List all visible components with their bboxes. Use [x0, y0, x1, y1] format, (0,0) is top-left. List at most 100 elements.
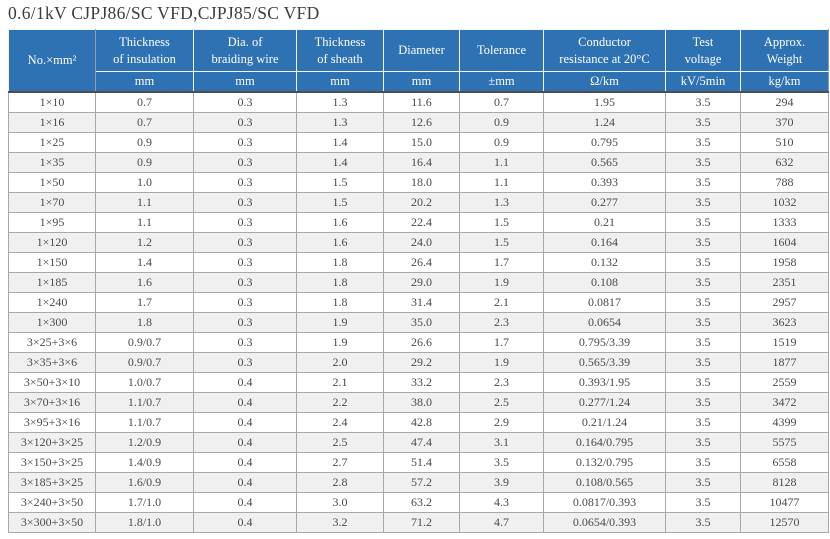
- table-cell: 3.0: [296, 492, 384, 513]
- unit-tolerance: ±mm: [459, 71, 544, 93]
- table-cell: 1.4: [296, 132, 384, 153]
- table-cell: 1×70: [8, 192, 96, 213]
- table-cell: 1.24: [543, 112, 666, 133]
- column-header-conductor-resistance: Conductor resistance at 20°C: [543, 29, 666, 72]
- table-cell: 15.0: [383, 132, 460, 153]
- table-cell: 0.277/1.24: [543, 392, 666, 413]
- table-cell: 0.393/1.95: [543, 372, 666, 393]
- table-cell: 1.7: [459, 252, 544, 273]
- table-cell: 51.4: [383, 452, 460, 473]
- table-cell: 0.21/1.24: [543, 412, 666, 433]
- table-cell: 0.3: [193, 292, 297, 313]
- table-cell: 1.5: [296, 172, 384, 193]
- table-cell: 1.5: [459, 212, 544, 233]
- table-cell: 1.2: [95, 232, 194, 253]
- table-cell: 3.5: [459, 452, 544, 473]
- table-cell: 63.2: [383, 492, 460, 513]
- table-cell: 0.9/0.7: [95, 332, 194, 353]
- table-cell: 12570: [740, 512, 829, 533]
- table-cell: 3×25+3×6: [8, 332, 96, 353]
- table-cell: 0.9: [459, 132, 544, 153]
- table-cell: 294: [740, 91, 829, 113]
- table-row: 1×25 0.9 0.3 1.4 15.0 0.9 0.795 3.5 510: [8, 132, 829, 153]
- table-header: No.×mm² Thickness of insulation Dia. of …: [8, 29, 829, 93]
- table-cell: 0.795/3.39: [543, 332, 666, 353]
- table-cell: 24.0: [383, 232, 460, 253]
- table-row: 3×300+3×50 1.8/1.0 0.4 3.2 71.2 4.7 0.0654/0.3…: [8, 512, 829, 533]
- table-cell: 1.7: [95, 292, 194, 313]
- table-row: 3×150+3×25 1.4/0.9 0.4 2.7 51.4 3.5 0.132/0.79…: [8, 452, 829, 473]
- table-body: 1×10 0.7 0.3 1.3 11.6 0.7 1.95 3.5 294 1×16 0.7 0.3…: [8, 91, 829, 533]
- table-cell: 12.6: [383, 112, 460, 133]
- table-row: 3×50+3×10 1.0/0.7 0.4 2.1 33.2 2.3 0.393/1.95 3…: [8, 372, 829, 393]
- table-cell: 1877: [740, 352, 829, 373]
- column-header-tolerance: Tolerance: [459, 29, 544, 72]
- table-cell: 1×50: [8, 172, 96, 193]
- table-cell: 0.164: [543, 232, 666, 253]
- table-cell: 26.4: [383, 252, 460, 273]
- table-cell: 1.9: [296, 312, 384, 333]
- column-header-size: No.×mm²: [8, 29, 96, 93]
- table-cell: 0.4: [193, 412, 297, 433]
- table-cell: 3.5: [665, 492, 741, 513]
- table-cell: 1.1/0.7: [95, 412, 194, 433]
- table-cell: 0.565/3.39: [543, 352, 666, 373]
- table-cell: 0.4: [193, 492, 297, 513]
- table-cell: 29.2: [383, 352, 460, 373]
- table-cell: 1.9: [459, 352, 544, 373]
- table-cell: 0.3: [193, 91, 297, 113]
- table-cell: 3.5: [665, 432, 741, 453]
- column-header-sheath-thickness: Thickness of sheath: [296, 29, 384, 72]
- unit-sheath: mm: [296, 71, 384, 93]
- table-cell: 3.5: [665, 212, 741, 233]
- table-cell: 2.1: [296, 372, 384, 393]
- table-cell: 4399: [740, 412, 829, 433]
- table-cell: 11.6: [383, 91, 460, 113]
- table-cell: 33.2: [383, 372, 460, 393]
- table-cell: 20.2: [383, 192, 460, 213]
- table-cell: 1×16: [8, 112, 96, 133]
- table-cell: 1032: [740, 192, 829, 213]
- table-cell: 3623: [740, 312, 829, 333]
- table-cell: 2.0: [296, 352, 384, 373]
- table-cell: 1×35: [8, 152, 96, 173]
- table-cell: 0.108/0.565: [543, 472, 666, 493]
- unit-diameter: mm: [383, 71, 460, 93]
- table-cell: 2.1: [459, 292, 544, 313]
- table-cell: 31.4: [383, 292, 460, 313]
- table-cell: 3.5: [665, 452, 741, 473]
- table-cell: 2.3: [459, 372, 544, 393]
- table-cell: 1.6: [95, 272, 194, 293]
- table-cell: 1×150: [8, 252, 96, 273]
- table-cell: 1.2/0.9: [95, 432, 194, 453]
- table-cell: 1.1: [459, 152, 544, 173]
- table-cell: 0.3: [193, 132, 297, 153]
- table-cell: 3.5: [665, 112, 741, 133]
- table-cell: 1.8/1.0: [95, 512, 194, 533]
- table-cell: 1×300: [8, 312, 96, 333]
- table-cell: 1.7: [459, 332, 544, 353]
- table-cell: 5575: [740, 432, 829, 453]
- table-cell: 3×150+3×25: [8, 452, 96, 473]
- table-cell: 1.8: [296, 292, 384, 313]
- table-cell: 1.0: [95, 172, 194, 193]
- table-cell: 2.7: [296, 452, 384, 473]
- table-cell: 1.1: [95, 192, 194, 213]
- table-cell: 1.4: [95, 252, 194, 273]
- table-row: 3×120+3×25 1.2/0.9 0.4 2.5 47.4 3.1 0.164/0.79…: [8, 432, 829, 453]
- unit-insulation: mm: [95, 71, 194, 93]
- table-cell: 0.7: [95, 91, 194, 113]
- table-cell: 510: [740, 132, 829, 153]
- table-cell: 370: [740, 112, 829, 133]
- column-header-braiding-wire-dia: Dia. of braiding wire: [193, 29, 297, 72]
- table-cell: 57.2: [383, 472, 460, 493]
- table-cell: 0.9: [95, 152, 194, 173]
- table-cell: 1×120: [8, 232, 96, 253]
- table-cell: 0.4: [193, 432, 297, 453]
- table-cell: 0.9: [459, 112, 544, 133]
- table-cell: 0.3: [193, 172, 297, 193]
- column-header-diameter: Diameter: [383, 29, 460, 72]
- table-cell: 0.9: [95, 132, 194, 153]
- table-cell: 3.5: [665, 172, 741, 193]
- table-cell: 0.795: [543, 132, 666, 153]
